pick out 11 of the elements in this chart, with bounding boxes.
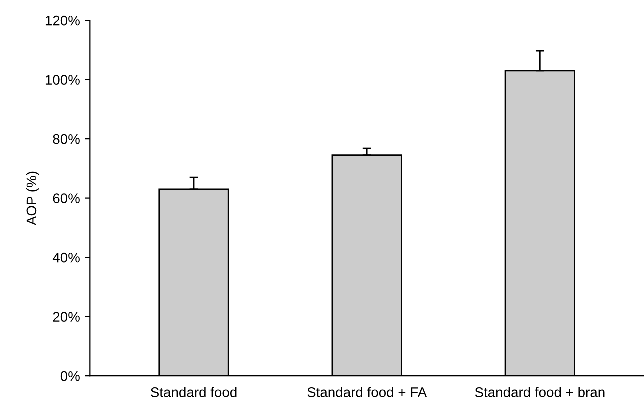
y-tick-label: 80% [53,134,80,144]
y-tick-label: 120% [46,16,80,26]
x-tick-label: Standard food [151,387,237,398]
y-axis-title: AOP (%) [26,172,40,226]
y-tick-label: 0% [60,371,80,382]
y-tick-label: 100% [46,75,80,85]
x-tick-label: Standard food + FA [308,387,428,398]
y-tick-label: 20% [53,312,80,322]
y-tick-label: 40% [52,252,80,263]
y-tick-label: 60% [53,194,80,204]
x-tick-label: Standard food + bran [475,387,605,398]
